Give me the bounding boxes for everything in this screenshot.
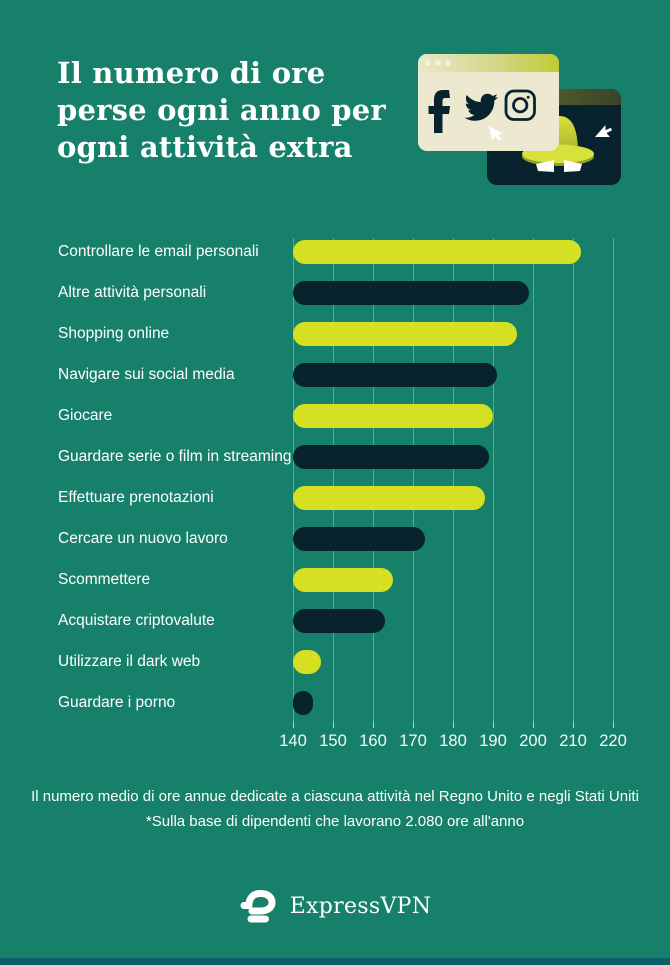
- facebook-icon: [428, 90, 450, 133]
- bar: [293, 609, 385, 633]
- expressvpn-icon: [240, 890, 276, 923]
- category-label: Navigare sui social media: [58, 366, 235, 383]
- cursor-icon: [489, 126, 503, 142]
- axis-tick: [533, 721, 534, 728]
- title-line-1: Il numero di ore: [57, 56, 326, 90]
- category-label: Utilizzare il dark web: [58, 653, 201, 670]
- axis-tick-label: 190: [479, 732, 507, 750]
- axis-tick-label: 180: [439, 732, 467, 750]
- axis-tick-label: 220: [599, 732, 627, 750]
- grid-line: [333, 238, 334, 721]
- axis-tick: [493, 721, 494, 728]
- category-label: Effettuare prenotazioni: [58, 489, 214, 506]
- category-label: Scommettere: [58, 571, 151, 588]
- bar: [293, 527, 425, 551]
- title-line-3: ogni attività extra: [57, 130, 353, 164]
- axis-tick: [613, 721, 614, 728]
- grid-line: [533, 238, 534, 721]
- grid-line: [373, 238, 374, 721]
- category-label: Giocare: [58, 407, 113, 424]
- bar: [293, 322, 517, 346]
- title-line-2: perse ogni anno per: [57, 93, 386, 127]
- category-label: Guardare serie o film in streaming: [58, 448, 292, 465]
- axis-tick-label: 140: [279, 732, 307, 750]
- twitter-icon: [464, 93, 499, 121]
- bar: [293, 240, 581, 264]
- grid-line: [493, 238, 494, 721]
- axis-tick: [573, 721, 574, 728]
- bar: [293, 568, 393, 592]
- axis-tick: [293, 721, 294, 728]
- axis-tick: [333, 721, 334, 728]
- bar: [293, 691, 313, 715]
- category-label: Acquistare criptovalute: [58, 612, 215, 629]
- grid-line: [453, 238, 454, 721]
- footnote-line-1: Il numero medio di ore annue dedicate a …: [31, 788, 639, 805]
- grid-line: [293, 238, 294, 721]
- category-label: Altre attività personali: [58, 284, 207, 301]
- bottom-strip: [0, 958, 670, 965]
- bar: [293, 281, 529, 305]
- spy-eyes: [536, 160, 582, 172]
- instagram-icon: [504, 89, 536, 121]
- brand-logo: ExpressVPN: [0, 884, 670, 928]
- axis-tick-label: 160: [359, 732, 387, 750]
- axis-tick: [413, 721, 414, 728]
- category-label: Shopping online: [58, 325, 170, 342]
- browser-window: [418, 54, 559, 151]
- category-label: Controllare le email personali: [58, 243, 259, 260]
- browser-dots: [425, 60, 451, 66]
- page-title: Il numero di ore perse ogni anno per ogn…: [57, 55, 386, 166]
- axis-tick-label: 150: [319, 732, 347, 750]
- bar: [293, 650, 321, 674]
- grid-line: [413, 238, 414, 721]
- bar: [293, 486, 485, 510]
- axis-tick: [373, 721, 374, 728]
- axis-tick-label: 210: [559, 732, 587, 750]
- category-label: Guardare i porno: [58, 694, 176, 711]
- grid-line: [573, 238, 574, 721]
- category-label: Cercare un nuovo lavoro: [58, 530, 228, 547]
- footnote-line-2: *Sulla base di dipendenti che lavorano 2…: [145, 813, 525, 830]
- axis-tick-label: 200: [519, 732, 547, 750]
- bar: [293, 363, 497, 387]
- cursor-icon: [595, 125, 612, 137]
- spy-browser-illustration: [418, 54, 621, 185]
- bar: [293, 404, 493, 428]
- axis-tick-label: 170: [399, 732, 427, 750]
- footnote: Il numero medio di ore annue dedicate a …: [0, 784, 670, 834]
- grid-line: [613, 238, 614, 721]
- bar: [293, 445, 489, 469]
- axis-tick: [453, 721, 454, 728]
- brand-name: ExpressVPN: [289, 893, 432, 919]
